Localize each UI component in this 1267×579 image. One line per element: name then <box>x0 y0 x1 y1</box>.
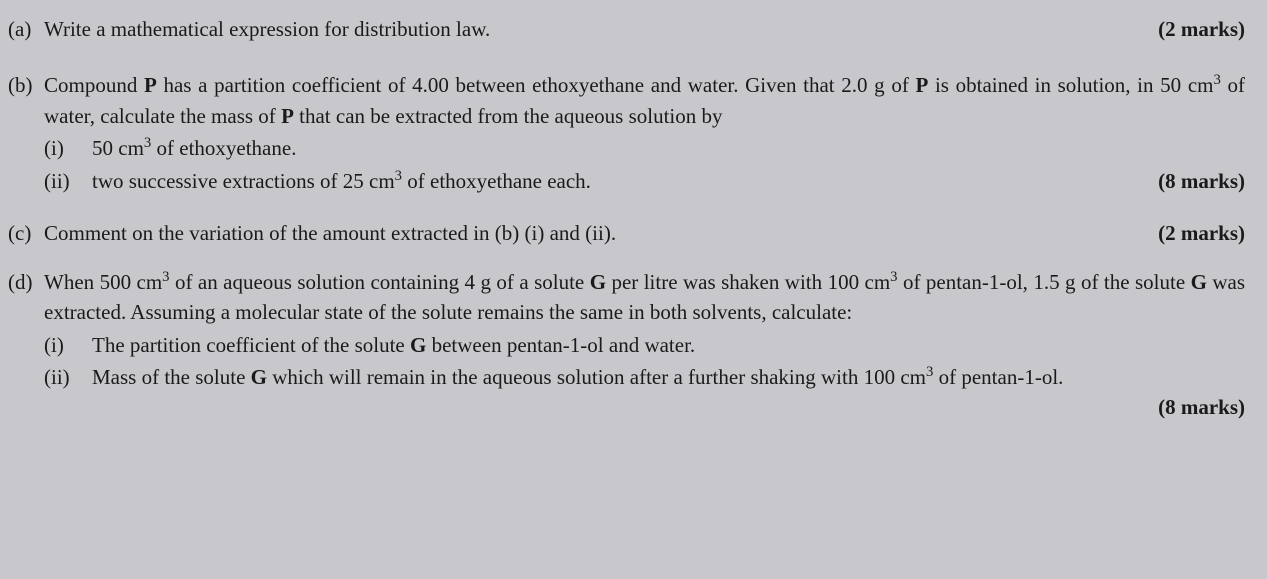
question-d-subitems: (i) The partition coefficient of the sol… <box>44 330 1245 423</box>
qb-i-label: (i) <box>44 133 92 163</box>
question-a-text: Write a mathematical expression for dist… <box>44 14 1142 44</box>
qd-i-p2: between pentan-1-ol and water. <box>426 333 695 357</box>
question-a-label: (a) <box>8 14 44 44</box>
qb-ii-text: two successive extractions of 25 cm3 of … <box>92 166 1142 196</box>
qd-ii-p1: Mass of the solute <box>92 365 251 389</box>
qd-ii-label: (ii) <box>44 362 92 392</box>
qd-marks-wrap: (8 marks) <box>92 392 1245 422</box>
question-d-left: (d) When 500 cm3 of an aqueous solution … <box>8 267 1245 423</box>
qd-p3: per litre was shaken with 100 cm <box>606 270 890 294</box>
question-d-i: (i) The partition coefficient of the sol… <box>44 330 1245 360</box>
question-c-label: (c) <box>8 218 44 248</box>
qd-ii-p2: which will remain in the aqueous solutio… <box>267 365 926 389</box>
qd-p1: When 500 cm <box>44 270 162 294</box>
qb-p5: that can be extracted from the aqueous s… <box>294 104 723 128</box>
question-a-row: (a) Write a mathematical expression for … <box>8 14 1245 44</box>
qd-p4: of pentan-1-ol, 1.5 g of the solute <box>898 270 1191 294</box>
question-c-row: (c) Comment on the variation of the amou… <box>8 218 1245 248</box>
question-d-marks: (8 marks) <box>1142 395 1245 419</box>
qd-bold2: G <box>1191 270 1207 294</box>
question-d: (d) When 500 cm3 of an aqueous solution … <box>8 267 1245 423</box>
qd-ii-bold1: G <box>251 365 267 389</box>
qb-ii-sup1: 3 <box>395 168 402 184</box>
qd-sup1: 3 <box>162 269 169 285</box>
qd-i-text: The partition coefficient of the solute … <box>92 330 1245 360</box>
question-a: (a) Write a mathematical expression for … <box>8 14 1245 44</box>
qd-p2: of an aqueous solution containing 4 g of… <box>170 270 590 294</box>
qd-sup2: 3 <box>890 269 897 285</box>
qb-ii-label: (ii) <box>44 166 92 196</box>
qb-bold3: P <box>281 104 294 128</box>
question-a-marks: (2 marks) <box>1142 14 1245 44</box>
question-c: (c) Comment on the variation of the amou… <box>8 218 1245 248</box>
question-b-text: Compound P has a partition coefficient o… <box>44 70 1245 196</box>
qd-i-p1: The partition coefficient of the solute <box>92 333 410 357</box>
qb-p1: Compound <box>44 73 144 97</box>
question-b: (b) Compound P has a partition coefficie… <box>8 70 1245 196</box>
qb-p3: is obtained in solution, in 50 cm <box>928 73 1213 97</box>
question-b-subitems: (i) 50 cm3 of ethoxyethane. (ii) two suc… <box>44 133 1245 196</box>
question-d-text: When 500 cm3 of an aqueous solution cont… <box>44 267 1245 423</box>
qb-i-p1: 50 cm <box>92 136 144 160</box>
question-c-text: Comment on the variation of the amount e… <box>44 218 1142 248</box>
qd-ii-p3: of pentan-1-ol. <box>933 365 1063 389</box>
question-a-left: (a) Write a mathematical expression for … <box>8 14 1142 44</box>
question-b-ii: (ii) two successive extractions of 25 cm… <box>44 166 1245 196</box>
qb-ii-row: two successive extractions of 25 cm3 of … <box>92 166 1245 196</box>
question-d-ii: (ii) Mass of the solute G which will rem… <box>44 362 1245 423</box>
qb-ii-p2: of ethoxyethane each. <box>402 169 591 193</box>
qb-i-p2: of ethoxyethane. <box>151 136 296 160</box>
qd-i-bold1: G <box>410 333 426 357</box>
qb-p2: has a partition coefficient of 4.00 betw… <box>157 73 916 97</box>
qd-i-label: (i) <box>44 330 92 360</box>
qb-bold2: P <box>915 73 928 97</box>
question-b-marks: (8 marks) <box>1142 166 1245 196</box>
question-b-label: (b) <box>8 70 44 100</box>
qb-i-text: 50 cm3 of ethoxyethane. <box>92 133 1245 163</box>
qd-ii-text: Mass of the solute G which will remain i… <box>92 362 1245 423</box>
qb-sup1: 3 <box>1214 72 1221 88</box>
question-b-left: (b) Compound P has a partition coefficie… <box>8 70 1245 196</box>
qb-ii-p1: two successive extractions of 25 cm <box>92 169 395 193</box>
qd-bold1: G <box>590 270 606 294</box>
qb-bold1: P <box>144 73 157 97</box>
question-c-left: (c) Comment on the variation of the amou… <box>8 218 1142 248</box>
question-b-i: (i) 50 cm3 of ethoxyethane. <box>44 133 1245 163</box>
qd-ii-row: Mass of the solute G which will remain i… <box>92 362 1245 423</box>
question-c-marks: (2 marks) <box>1142 218 1245 248</box>
question-d-label: (d) <box>8 267 44 297</box>
